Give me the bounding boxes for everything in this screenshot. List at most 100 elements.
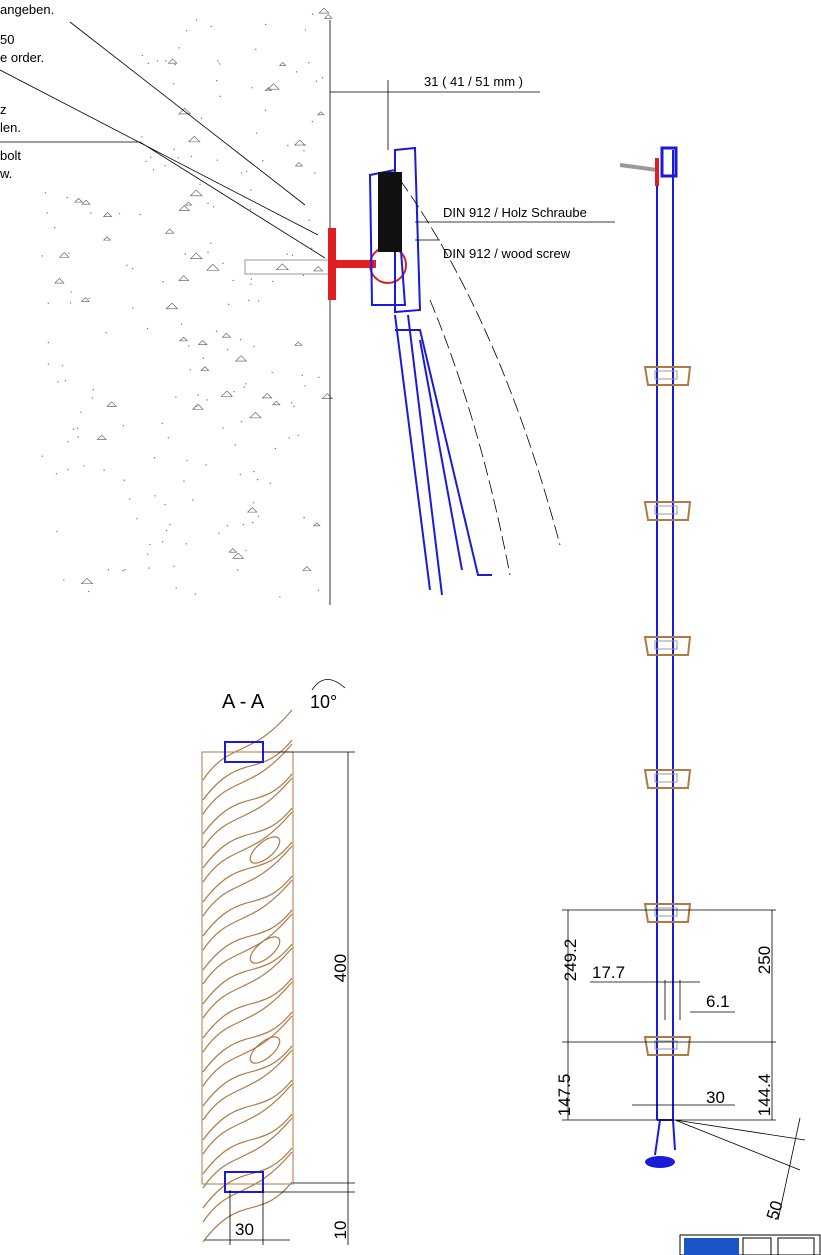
speck — [315, 80, 318, 82]
aggregate — [275, 263, 289, 271]
aggregate — [80, 577, 94, 585]
speck — [184, 253, 187, 255]
note: z — [0, 102, 7, 117]
speck — [146, 327, 149, 330]
speck — [132, 307, 134, 309]
bolt — [619, 163, 658, 172]
speck — [218, 532, 220, 534]
speck — [253, 502, 255, 504]
tool-button[interactable] — [684, 1238, 739, 1255]
speck — [234, 444, 237, 446]
speck — [164, 503, 166, 506]
speck — [68, 252, 70, 255]
dim-line — [330, 80, 540, 150]
speck — [128, 498, 131, 500]
aggregate — [54, 278, 65, 284]
speck — [177, 157, 179, 159]
bolt-head — [336, 260, 376, 268]
speck — [321, 76, 324, 79]
speck — [124, 569, 126, 571]
aggregate — [294, 162, 304, 167]
grain-line — [202, 947, 293, 1019]
speck — [274, 447, 277, 450]
aggregate — [102, 212, 113, 217]
rung-clip — [654, 505, 678, 515]
aggregate — [249, 411, 262, 419]
knot — [249, 836, 281, 864]
speck — [195, 19, 198, 21]
speck — [304, 385, 306, 387]
aggregate — [234, 355, 248, 362]
rung-clip — [654, 1040, 678, 1050]
grain-line — [202, 1083, 293, 1155]
speck — [80, 411, 82, 413]
aggregate — [191, 403, 204, 410]
speck — [122, 424, 124, 427]
tool-button[interactable] — [777, 1237, 815, 1255]
speck — [303, 150, 305, 152]
rung — [643, 501, 692, 521]
dimension: 31 ( 41 / 51 mm ) — [424, 74, 523, 89]
aggregate — [184, 201, 193, 206]
speck — [180, 323, 183, 325]
speck — [92, 388, 94, 391]
foot — [645, 1156, 675, 1168]
tool-button[interactable] — [742, 1237, 772, 1255]
speck — [107, 569, 110, 571]
rung-clip — [654, 907, 678, 917]
aggregate — [313, 522, 321, 527]
rung — [643, 903, 692, 923]
angle-arrow — [311, 679, 346, 691]
dim: 144.4 — [755, 1074, 774, 1117]
speck — [196, 405, 198, 408]
aggregate — [323, 14, 333, 19]
rung-clip — [654, 370, 678, 380]
speck — [217, 60, 219, 62]
speck — [66, 196, 69, 199]
aggregate — [167, 58, 178, 64]
aggregate — [318, 7, 330, 14]
aggregate — [272, 400, 281, 406]
leaders — [0, 21, 326, 259]
dim-height: 400 — [331, 954, 350, 982]
speck — [190, 155, 193, 157]
speck — [216, 159, 219, 161]
speck — [173, 148, 175, 150]
speck — [136, 518, 138, 520]
speck — [188, 345, 190, 347]
speck — [245, 170, 248, 173]
aggregate — [96, 434, 107, 440]
speck — [286, 253, 288, 256]
speck — [63, 579, 65, 581]
dim: 147.5 — [555, 1074, 574, 1117]
speck — [41, 255, 43, 257]
grain-line — [202, 841, 293, 903]
aggregate — [294, 341, 303, 346]
speck — [147, 62, 150, 65]
speck — [141, 54, 144, 57]
speck — [311, 13, 314, 15]
speck — [245, 549, 247, 552]
speck — [161, 541, 164, 543]
speck — [232, 279, 234, 282]
dim: 17.7 — [592, 963, 625, 982]
speck — [153, 457, 156, 459]
speck — [41, 455, 44, 457]
speck — [222, 262, 224, 265]
note: angeben. — [0, 2, 54, 17]
speck — [199, 183, 201, 185]
knot — [249, 1036, 281, 1064]
speck — [131, 267, 134, 270]
speck — [245, 383, 247, 385]
dim: 50 — [763, 1198, 787, 1222]
speck — [56, 530, 58, 533]
rung — [643, 1036, 692, 1056]
speck — [269, 482, 272, 484]
aggregate — [267, 83, 280, 90]
aggregate — [178, 275, 190, 281]
section-title: A - A — [222, 691, 265, 713]
speck — [123, 479, 126, 481]
dim: 250 — [755, 946, 774, 974]
speck — [76, 427, 79, 429]
aggregate — [81, 199, 91, 205]
